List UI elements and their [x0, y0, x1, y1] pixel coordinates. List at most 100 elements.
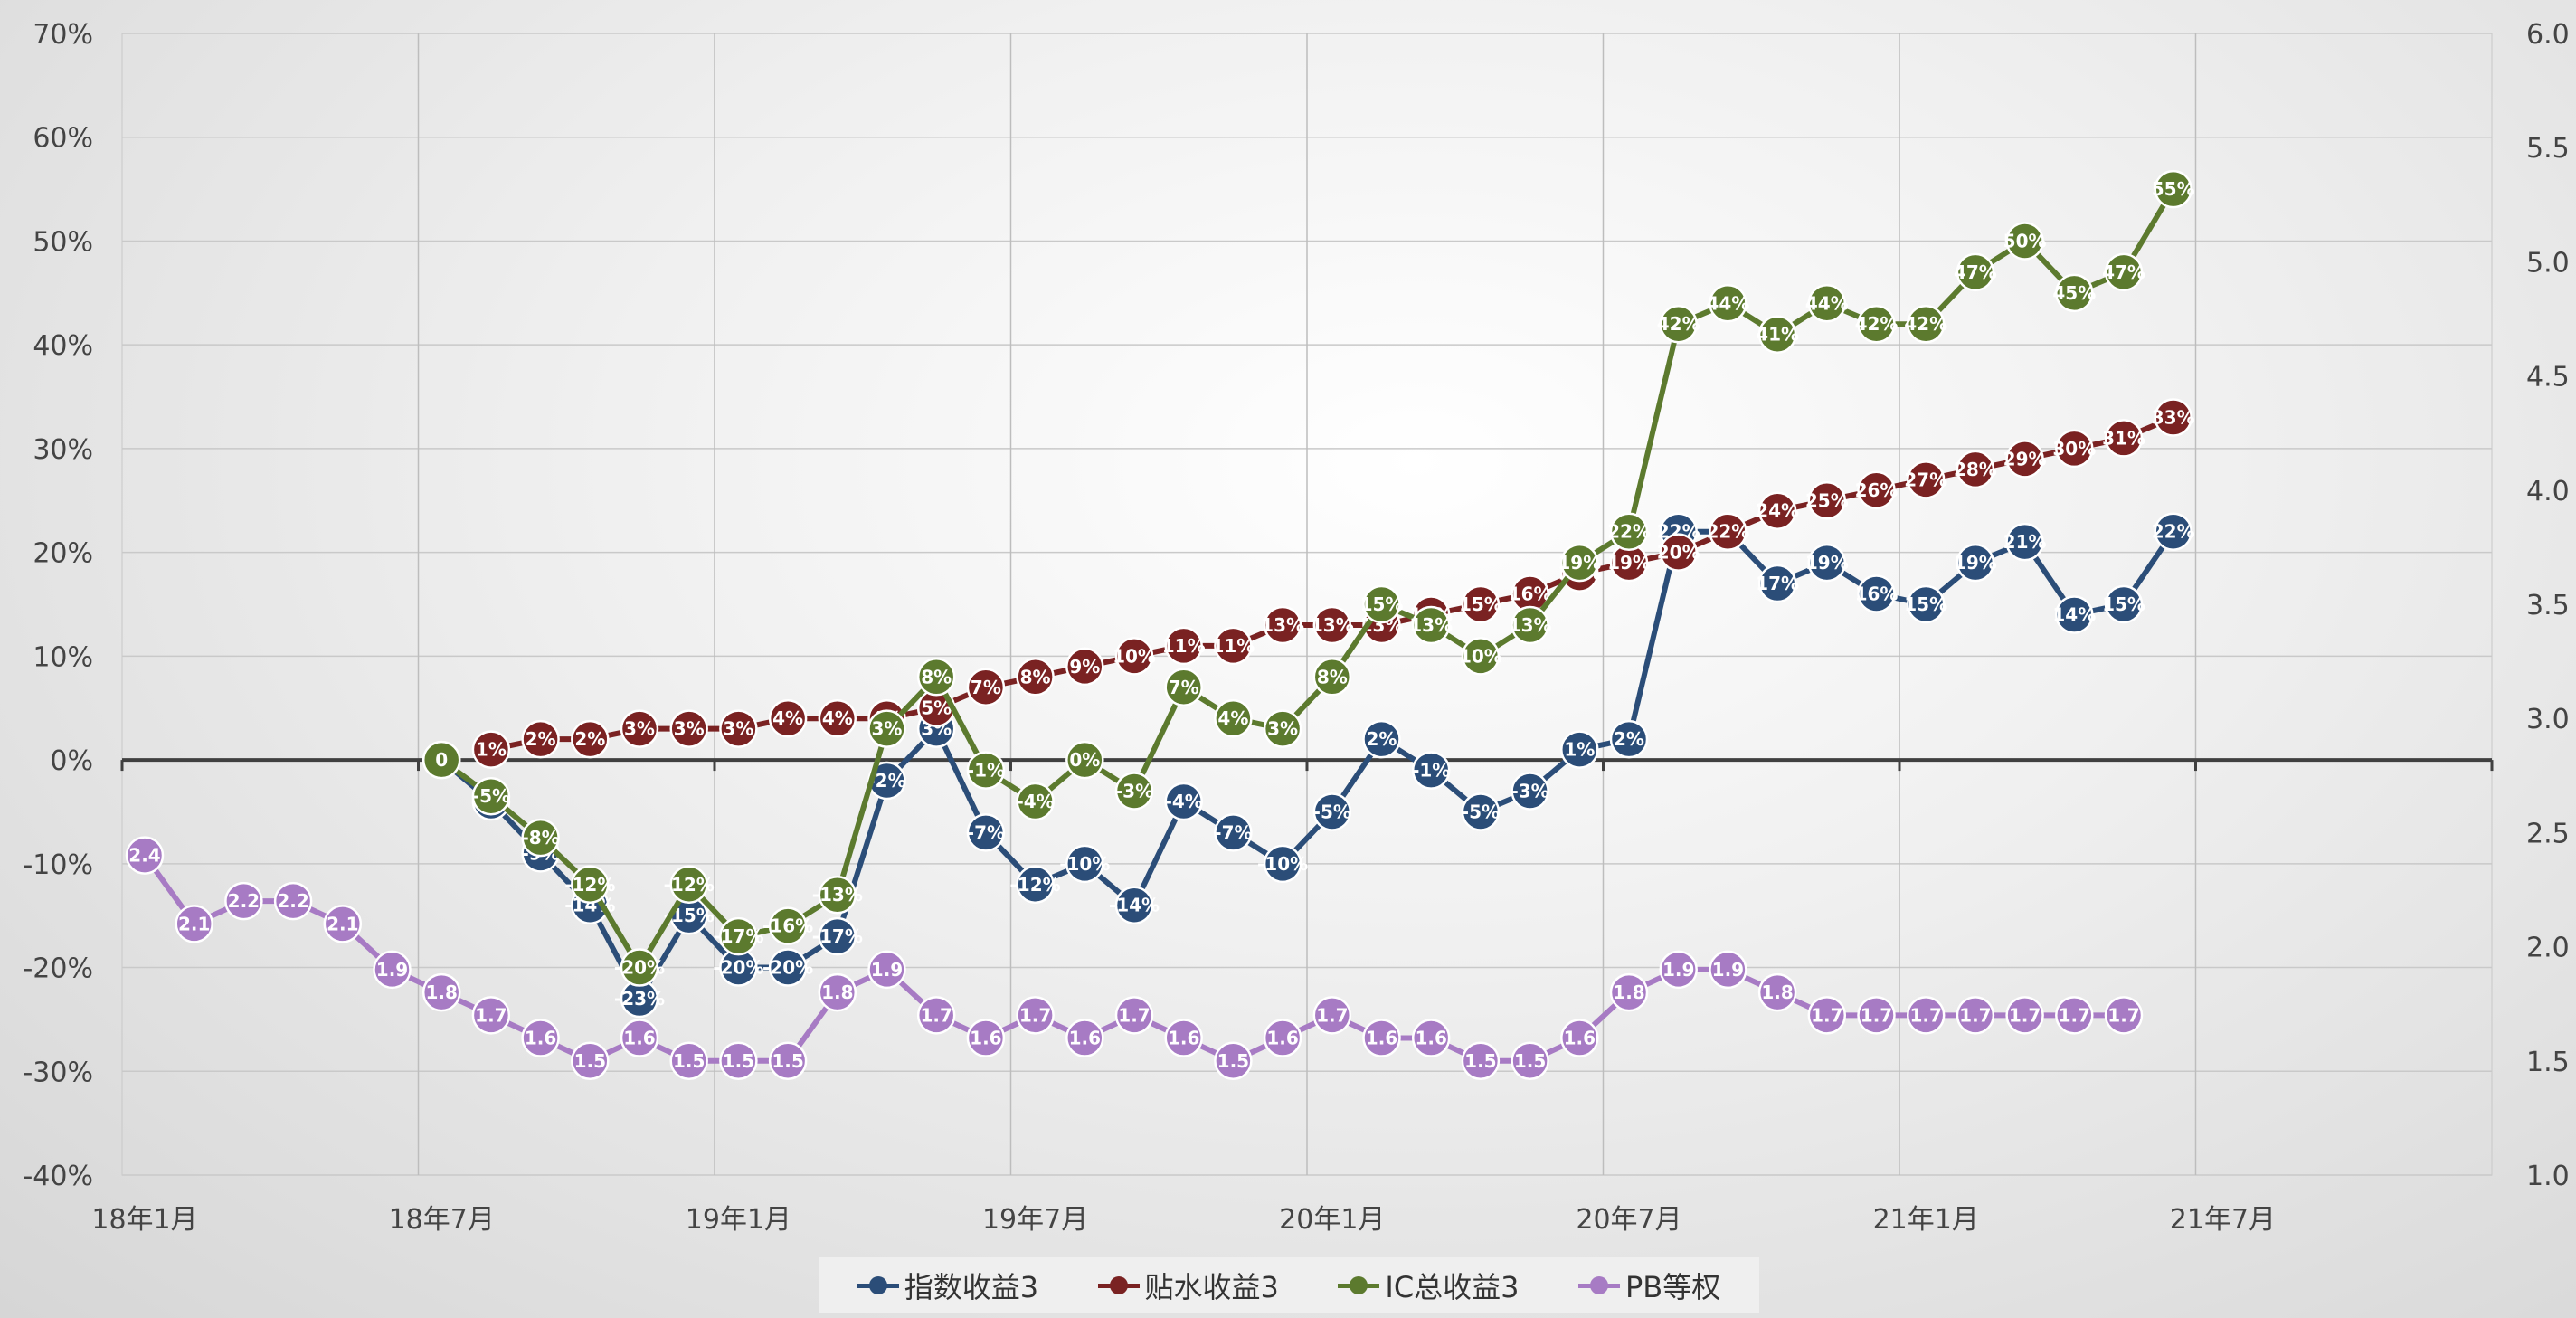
data-label: 1.7: [475, 1004, 507, 1026]
data-label: 1.5: [673, 1050, 705, 1072]
data-point: [1016, 782, 1055, 821]
data-label: 15%: [1360, 593, 1404, 615]
data-label: 1.7: [920, 1004, 952, 1026]
data-label: 1.7: [1959, 1004, 1991, 1026]
data-label: 42%: [1904, 313, 1947, 335]
x-tick-label: 21年7月: [2170, 1204, 2276, 1236]
data-label: -20%: [713, 957, 763, 979]
data-label: -13%: [812, 884, 863, 906]
data-point: [1857, 574, 1896, 613]
y-left-tick-label: 30%: [33, 434, 93, 466]
data-label: -12%: [1010, 874, 1061, 896]
legend-item-ic-total-return[interactable]: IC总收益3: [1338, 1265, 1520, 1306]
data-label: 8%: [1317, 666, 1348, 687]
data-point: [1757, 491, 1797, 530]
data-label: -4%: [1016, 791, 1054, 812]
data-point: [2104, 996, 2144, 1035]
data-point: [669, 1041, 708, 1081]
data-point: [1362, 719, 1401, 759]
data-point: [1609, 719, 1649, 759]
data-point: [2154, 398, 2192, 437]
legend-item-index-return[interactable]: 指数收益3: [857, 1265, 1038, 1306]
data-label: 9%: [1069, 656, 1100, 678]
data-point: [1312, 792, 1352, 831]
data-point: [1906, 996, 1946, 1035]
legend-item-discount-return[interactable]: 贴水收益3: [1097, 1265, 1279, 1306]
data-point: [2005, 996, 2044, 1035]
y-right-tick-label: 5.0: [2526, 247, 2570, 279]
data-label: 1.6: [970, 1028, 1001, 1049]
data-point: [1214, 626, 1253, 666]
data-point: [323, 905, 363, 943]
series-0: -4%-9%-14%-23%-15%-20%-20%-17%-2%3%-7%-1…: [421, 512, 2195, 1019]
y-right-tick-label: 3.0: [2526, 704, 2570, 735]
data-point: [1709, 512, 1747, 551]
data-point: [1016, 996, 1055, 1035]
data-point: [1461, 584, 1501, 624]
x-tick-label: 19年1月: [686, 1204, 791, 1236]
data-label: 45%: [2052, 282, 2096, 304]
data-point: [818, 916, 857, 956]
data-point: [1857, 470, 1896, 510]
y-left-tick-label: 40%: [33, 330, 93, 362]
data-label: 47%: [2102, 261, 2145, 283]
y-right-tick-label: 6.0: [2526, 19, 2570, 51]
y-left-tick-label: 10%: [33, 641, 93, 673]
data-label: 1.6: [623, 1028, 655, 1049]
data-label: -7%: [967, 821, 1005, 843]
data-point: [1263, 1019, 1302, 1057]
data-label: 21%: [2003, 531, 2047, 553]
data-point: [175, 905, 213, 943]
data-point: [571, 719, 610, 759]
data-point: [768, 1041, 808, 1081]
data-point: [719, 916, 758, 956]
legend-item-pb-equal-weight[interactable]: PB等权: [1577, 1265, 1720, 1306]
data-label: 13%: [1311, 614, 1354, 636]
data-label: -10%: [1059, 853, 1110, 875]
data-label: 29%: [2003, 448, 2047, 469]
data-label: 1.5: [574, 1050, 606, 1072]
data-point: [2055, 273, 2094, 313]
data-label: 1%: [1564, 739, 1595, 761]
data-label: 17%: [1756, 573, 1799, 594]
data-label: 1.7: [1861, 1004, 1892, 1026]
data-label: 41%: [1756, 324, 1799, 346]
data-point: [571, 865, 610, 905]
data-point: [2055, 595, 2094, 634]
data-point: [1214, 1041, 1253, 1081]
data-label: -4%: [1165, 791, 1203, 812]
data-label: 14%: [2052, 603, 2096, 625]
legend-swatch-discount-return: [1097, 1276, 1140, 1294]
legend-label: IC总收益3: [1385, 1270, 1520, 1304]
y-right-tick-label: 4.5: [2526, 362, 2570, 394]
legend-swatch-pb-equal-weight: [1577, 1276, 1620, 1294]
data-label: 1.6: [1415, 1028, 1446, 1049]
data-label: 13%: [1409, 614, 1453, 636]
data-point: [719, 709, 758, 748]
data-point: [1065, 740, 1104, 780]
y-left-tick-label: 0%: [50, 745, 93, 777]
data-label: 42%: [1855, 313, 1899, 335]
data-point: [1906, 584, 1946, 624]
y-right-tick-label: 3.5: [2526, 590, 2570, 621]
data-label: 2.1: [178, 913, 210, 934]
data-point: [1511, 772, 1549, 811]
data-label: -17%: [812, 925, 863, 947]
data-point: [1709, 950, 1747, 990]
data-label: 1.5: [1464, 1050, 1496, 1072]
data-point: [1016, 865, 1055, 905]
x-tick-label: 21年1月: [1873, 1204, 1979, 1236]
data-point: [2005, 440, 2044, 479]
data-point: [1659, 950, 1698, 990]
legend-label: 贴水收益3: [1144, 1270, 1279, 1304]
data-label: 1.6: [1564, 1028, 1596, 1049]
data-point: [818, 972, 857, 1012]
data-point: [1114, 772, 1154, 811]
data-point: [1164, 626, 1203, 666]
data-label: 1.9: [1712, 959, 1744, 981]
data-point: [620, 709, 659, 748]
data-point: [1659, 304, 1698, 344]
data-point: [2055, 996, 2094, 1035]
data-label: -3%: [1511, 781, 1548, 802]
data-point: [1709, 284, 1747, 323]
